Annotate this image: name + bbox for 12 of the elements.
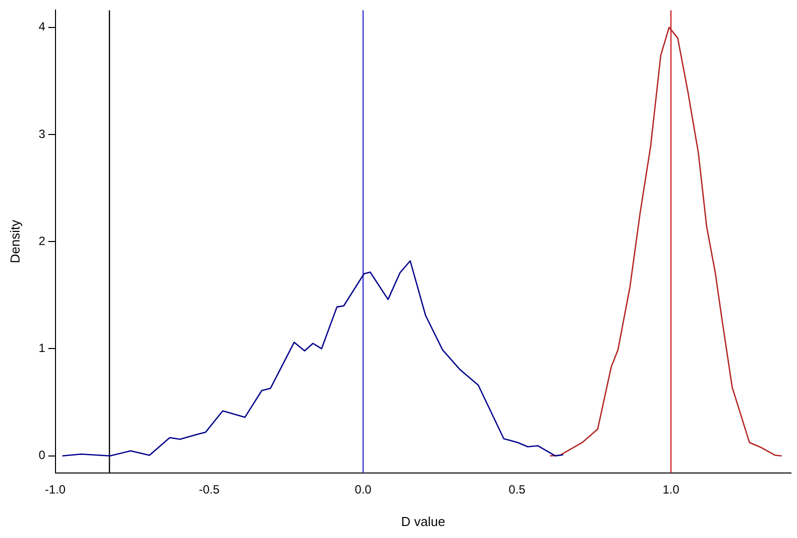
y-tick-label: 4	[38, 20, 46, 34]
y-tick-label: 2	[38, 234, 46, 248]
x-tick-label: 1.0	[662, 482, 680, 497]
x-tick-label: -0.5	[198, 482, 220, 497]
y-tick-label: 1	[38, 341, 46, 356]
y-tick-label: 0	[38, 448, 46, 462]
y-axis-title: Density	[7, 219, 22, 264]
y-tick-label: 3	[38, 126, 46, 141]
x-tick-label: 0.0	[354, 482, 372, 497]
x-tick-label: 0.5	[508, 482, 526, 497]
x-axis-title: D value	[401, 514, 446, 529]
x-tick-label: -1.0	[44, 482, 66, 497]
